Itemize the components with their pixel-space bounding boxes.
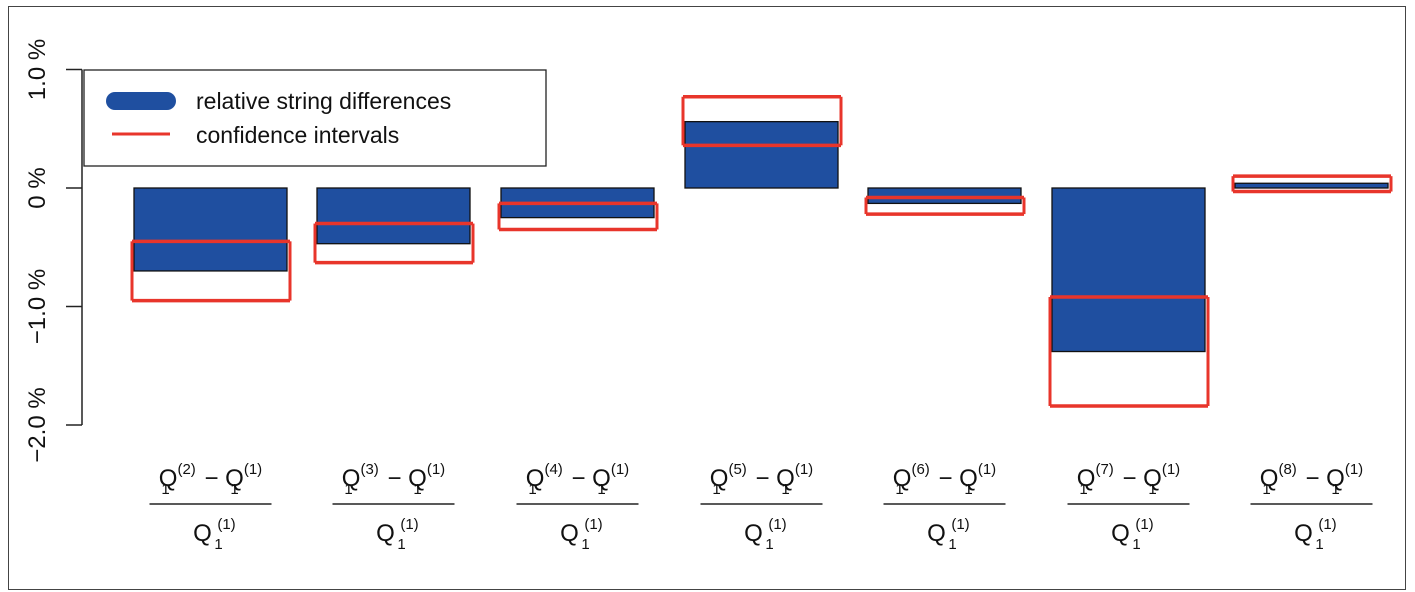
legend-label-ci: confidence intervals [196, 122, 399, 148]
denominator-sup: (1) [951, 516, 969, 533]
numerator-sub-right: 1 [781, 481, 789, 498]
fraction-denominator: Q [1294, 520, 1313, 547]
y-tick-label: 1.0 % [24, 39, 51, 100]
x-tick-label: Q(6) − Q(1)1 1Q (1)1 [883, 461, 1006, 553]
denominator-sub: 1 [214, 536, 222, 553]
bar [867, 187, 1022, 205]
fraction-numerator: Q(2) − Q(1) [159, 461, 262, 492]
fraction-numerator: Q(4) − Q(1) [526, 461, 629, 492]
bars [133, 120, 1389, 353]
x-tick-label: Q(7) − Q(1)1 1Q (1)1 [1067, 461, 1190, 553]
confidence-intervals [130, 95, 1393, 408]
x-tick-label: Q(2) − Q(1)1 1Q (1)1 [149, 461, 272, 553]
bar [684, 120, 839, 189]
denominator-sub: 1 [948, 536, 956, 553]
x-tick-label: Q(5) − Q(1)1 1Q (1)1 [700, 461, 823, 553]
fraction-denominator: Q [927, 520, 946, 547]
legend-box [83, 69, 547, 167]
numerator-sub-left: 1 [344, 481, 352, 498]
numerator-sub-left: 1 [895, 481, 903, 498]
fraction-denominator: Q [193, 520, 212, 547]
numerator-sub-left: 1 [528, 481, 536, 498]
denominator-sup: (1) [584, 516, 602, 533]
x-tick-label: Q(8) − Q(1)1 1Q (1)1 [1250, 461, 1373, 553]
bar [1051, 187, 1206, 353]
denominator-sub: 1 [1132, 536, 1140, 553]
y-tick-label: −2.0 % [24, 387, 51, 462]
fraction-numerator: Q(3) − Q(1) [342, 461, 445, 492]
x-tick-label: Q(3) − Q(1)1 1Q (1)1 [332, 461, 455, 553]
denominator-sup: (1) [400, 516, 418, 533]
denominator-sub: 1 [397, 536, 405, 553]
confidence-interval [1048, 295, 1210, 408]
denominator-sup: (1) [1318, 516, 1336, 533]
legend-label-bars: relative string differences [196, 88, 451, 114]
fraction-denominator: Q [1111, 520, 1130, 547]
denominator-sub: 1 [765, 536, 773, 553]
numerator-sub-left: 1 [712, 481, 720, 498]
denominator-sub: 1 [581, 536, 589, 553]
x-axis-labels: Q(2) − Q(1)1 1Q (1)1Q(3) − Q(1)1 1Q (1)1Q(4)… [149, 461, 1373, 553]
y-tick-label: −1.0 % [24, 269, 51, 344]
denominator-sup: (1) [1135, 516, 1153, 533]
fraction-denominator: Q [560, 520, 579, 547]
bar [1234, 182, 1389, 189]
fraction-numerator: Q(5) − Q(1) [710, 461, 813, 492]
legend-swatch-bars [106, 92, 176, 110]
fraction-denominator: Q [744, 520, 763, 547]
numerator-sub-left: 1 [161, 481, 169, 498]
numerator-sub-right: 1 [597, 481, 605, 498]
bar [316, 187, 471, 245]
numerator-sub-left: 1 [1079, 481, 1087, 498]
confidence-interval [681, 95, 843, 148]
confidence-interval [1231, 174, 1393, 194]
x-tick-label: Q(4) − Q(1)1 1Q (1)1 [516, 461, 639, 553]
confidence-interval [130, 239, 292, 303]
denominator-sup: (1) [768, 516, 786, 533]
denominator-sub: 1 [1315, 536, 1323, 553]
legend: relative string differences confidence i… [83, 69, 547, 167]
confidence-interval [313, 221, 475, 265]
numerator-sub-right: 1 [964, 481, 972, 498]
fraction-numerator: Q(7) − Q(1) [1077, 461, 1180, 492]
confidence-interval [497, 201, 659, 232]
fraction-numerator: Q(8) − Q(1) [1260, 461, 1363, 492]
numerator-sub-right: 1 [1331, 481, 1339, 498]
fraction-numerator: Q(6) − Q(1) [893, 461, 996, 492]
numerator-sub-right: 1 [230, 481, 238, 498]
denominator-sup: (1) [217, 516, 235, 533]
confidence-interval [864, 195, 1026, 216]
y-axis: 1.0 % 0 % −1.0 % −2.0 % [24, 39, 83, 463]
numerator-sub-right: 1 [1148, 481, 1156, 498]
numerator-sub-left: 1 [1262, 481, 1270, 498]
bar [133, 187, 288, 272]
fraction-denominator: Q [376, 520, 395, 547]
numerator-sub-right: 1 [413, 481, 421, 498]
y-tick-label: 0 % [24, 167, 51, 208]
